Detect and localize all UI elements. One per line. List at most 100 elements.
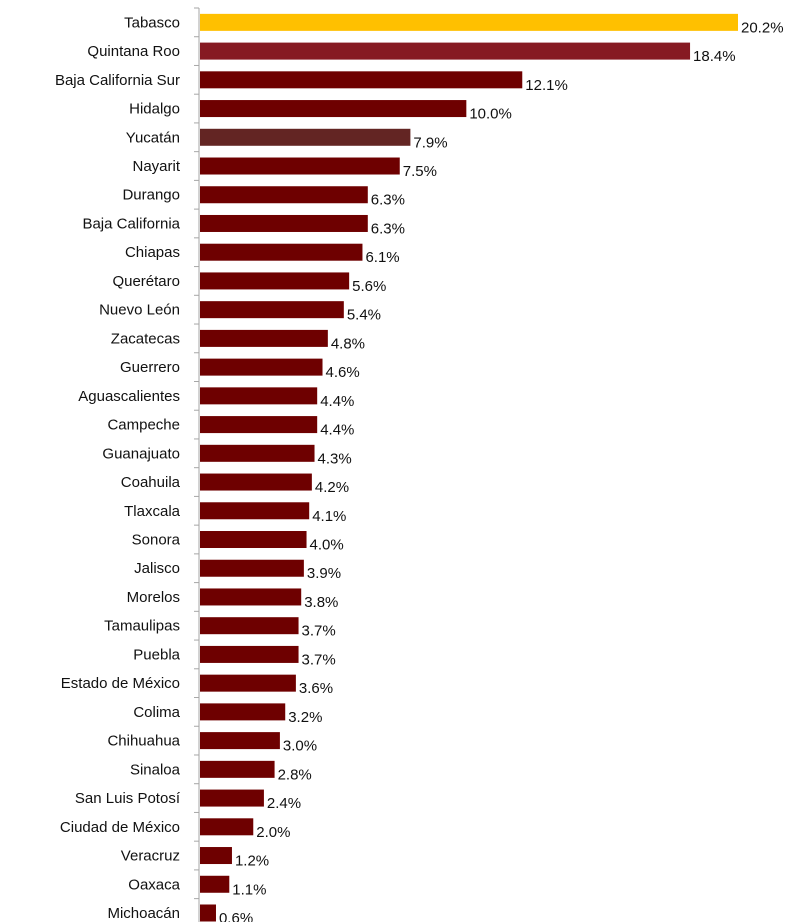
category-label-morelos: Morelos <box>127 589 180 606</box>
labels: Tabasco 20.2% Quintana Roo 18.4% Baja Califo… <box>55 14 784 922</box>
category-label-hidalgo: Hidalgo <box>129 101 180 118</box>
bar-nuevo-leon <box>200 301 344 319</box>
value-label-campeche: 4.4% <box>320 422 354 439</box>
bar-morelos <box>200 588 302 606</box>
bar-yucatan <box>200 128 411 146</box>
category-label-guanajuato: Guanajuato <box>102 445 180 462</box>
value-label-guanajuato: 4.3% <box>318 450 352 467</box>
bar-coahuila <box>200 473 312 491</box>
category-label-yucatan: Yucatán <box>126 129 180 146</box>
value-label-queretaro: 5.6% <box>352 278 386 295</box>
bar-tamaulipas <box>200 617 299 635</box>
value-label-san-luis-potosi: 2.4% <box>267 795 301 812</box>
category-label-sonora: Sonora <box>132 532 181 549</box>
category-label-estado-de-mexico: Estado de México <box>61 675 180 692</box>
bar-baja-california-sur <box>200 71 523 89</box>
category-label-guerrero: Guerrero <box>120 359 180 376</box>
category-label-tabasco: Tabasco <box>124 14 180 31</box>
bar-chiapas <box>200 243 363 261</box>
bar-puebla <box>200 645 299 663</box>
bar-ciudad-de-mexico <box>200 818 254 836</box>
category-label-oaxaca: Oaxaca <box>128 876 180 893</box>
category-label-veracruz: Veracruz <box>121 848 180 865</box>
value-label-hidalgo: 10.0% <box>469 106 512 123</box>
category-label-campeche: Campeche <box>107 417 180 434</box>
bar-colima <box>200 703 286 721</box>
category-label-baja-california-sur: Baja California Sur <box>55 72 180 89</box>
bar-san-luis-potosi <box>200 789 264 807</box>
value-label-zacatecas: 4.8% <box>331 335 365 352</box>
value-label-chiapas: 6.1% <box>365 249 399 266</box>
bar-hidalgo <box>200 100 467 118</box>
bar-nayarit <box>200 157 400 175</box>
category-label-tamaulipas: Tamaulipas <box>104 618 180 635</box>
category-label-quintana-roo: Quintana Roo <box>87 43 180 60</box>
bar-chihuahua <box>200 732 280 750</box>
bar-campeche <box>200 416 318 434</box>
value-label-morelos: 3.8% <box>304 594 338 611</box>
value-label-tlaxcala: 4.1% <box>312 508 346 525</box>
value-label-oaxaca: 1.1% <box>232 881 266 898</box>
category-label-aguascalientes: Aguascalientes <box>78 388 180 405</box>
value-label-guerrero: 4.6% <box>326 364 360 381</box>
category-label-ciudad-de-mexico: Ciudad de México <box>60 819 180 836</box>
bar-jalisco <box>200 559 304 577</box>
value-label-chihuahua: 3.0% <box>283 738 317 755</box>
bars <box>200 13 738 922</box>
category-label-baja-california: Baja California <box>82 215 180 232</box>
category-label-san-luis-potosi: San Luis Potosí <box>75 790 181 807</box>
category-label-michoacan: Michoacán <box>107 905 180 922</box>
bar-guerrero <box>200 358 323 376</box>
bar-sinaloa <box>200 760 275 778</box>
bar-michoacan <box>200 904 216 922</box>
value-label-estado-de-mexico: 3.6% <box>299 680 333 697</box>
value-label-aguascalientes: 4.4% <box>320 393 354 410</box>
bar-oaxaca <box>200 875 230 893</box>
value-label-coahuila: 4.2% <box>315 479 349 496</box>
category-label-chiapas: Chiapas <box>125 244 180 261</box>
category-label-puebla: Puebla <box>133 646 180 663</box>
bar-quintana-roo <box>200 42 691 60</box>
value-label-colima: 3.2% <box>288 709 322 726</box>
value-label-nuevo-leon: 5.4% <box>347 307 381 324</box>
bar-durango <box>200 186 368 204</box>
category-label-colima: Colima <box>133 704 180 721</box>
value-label-tabasco: 20.2% <box>741 19 784 36</box>
bar-guanajuato <box>200 444 315 462</box>
value-label-nayarit: 7.5% <box>403 163 437 180</box>
value-label-ciudad-de-mexico: 2.0% <box>256 824 290 841</box>
category-label-nuevo-leon: Nuevo León <box>99 302 180 319</box>
category-label-sinaloa: Sinaloa <box>130 761 181 778</box>
value-label-tamaulipas: 3.7% <box>302 623 336 640</box>
value-label-michoacan: 0.6% <box>219 910 253 922</box>
bar-estado-de-mexico <box>200 674 296 692</box>
value-label-yucatan: 7.9% <box>413 134 447 151</box>
value-label-baja-california-sur: 12.1% <box>525 77 568 94</box>
value-label-durango: 6.3% <box>371 192 405 209</box>
value-label-quintana-roo: 18.4% <box>693 48 736 65</box>
category-label-zacatecas: Zacatecas <box>111 330 180 347</box>
bar-baja-california <box>200 214 368 232</box>
bar-zacatecas <box>200 329 328 347</box>
bar-tabasco <box>200 13 738 31</box>
bar-tlaxcala <box>200 502 310 520</box>
category-label-jalisco: Jalisco <box>134 560 180 577</box>
value-label-jalisco: 3.9% <box>307 565 341 582</box>
bar-queretaro <box>200 272 350 290</box>
bar-veracruz <box>200 847 232 865</box>
category-axis <box>194 7 200 922</box>
bar-aguascalientes <box>200 387 318 405</box>
value-label-puebla: 3.7% <box>302 651 336 668</box>
value-label-sinaloa: 2.8% <box>278 766 312 783</box>
category-label-nayarit: Nayarit <box>132 158 180 175</box>
category-label-chihuahua: Chihuahua <box>107 733 180 750</box>
category-label-durango: Durango <box>122 187 180 204</box>
value-label-baja-california: 6.3% <box>371 220 405 237</box>
category-label-queretaro: Querétaro <box>112 273 180 290</box>
value-label-sonora: 4.0% <box>310 537 344 554</box>
category-label-tlaxcala: Tlaxcala <box>124 503 181 520</box>
category-label-coahuila: Coahuila <box>121 474 181 491</box>
bar-sonora <box>200 531 307 549</box>
value-label-veracruz: 1.2% <box>235 853 269 870</box>
